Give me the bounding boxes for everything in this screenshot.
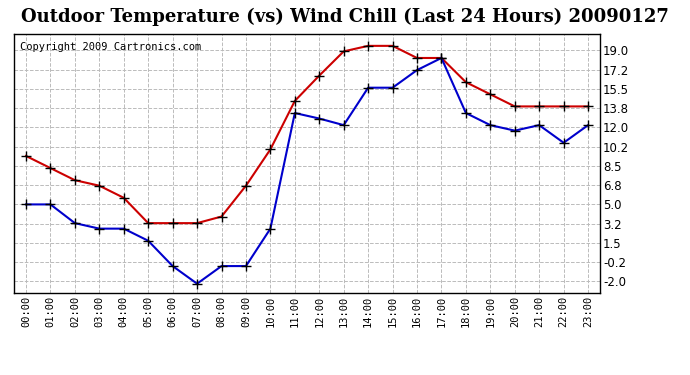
Text: Outdoor Temperature (vs) Wind Chill (Last 24 Hours) 20090127: Outdoor Temperature (vs) Wind Chill (Las… [21, 8, 669, 26]
Text: Copyright 2009 Cartronics.com: Copyright 2009 Cartronics.com [19, 42, 201, 51]
